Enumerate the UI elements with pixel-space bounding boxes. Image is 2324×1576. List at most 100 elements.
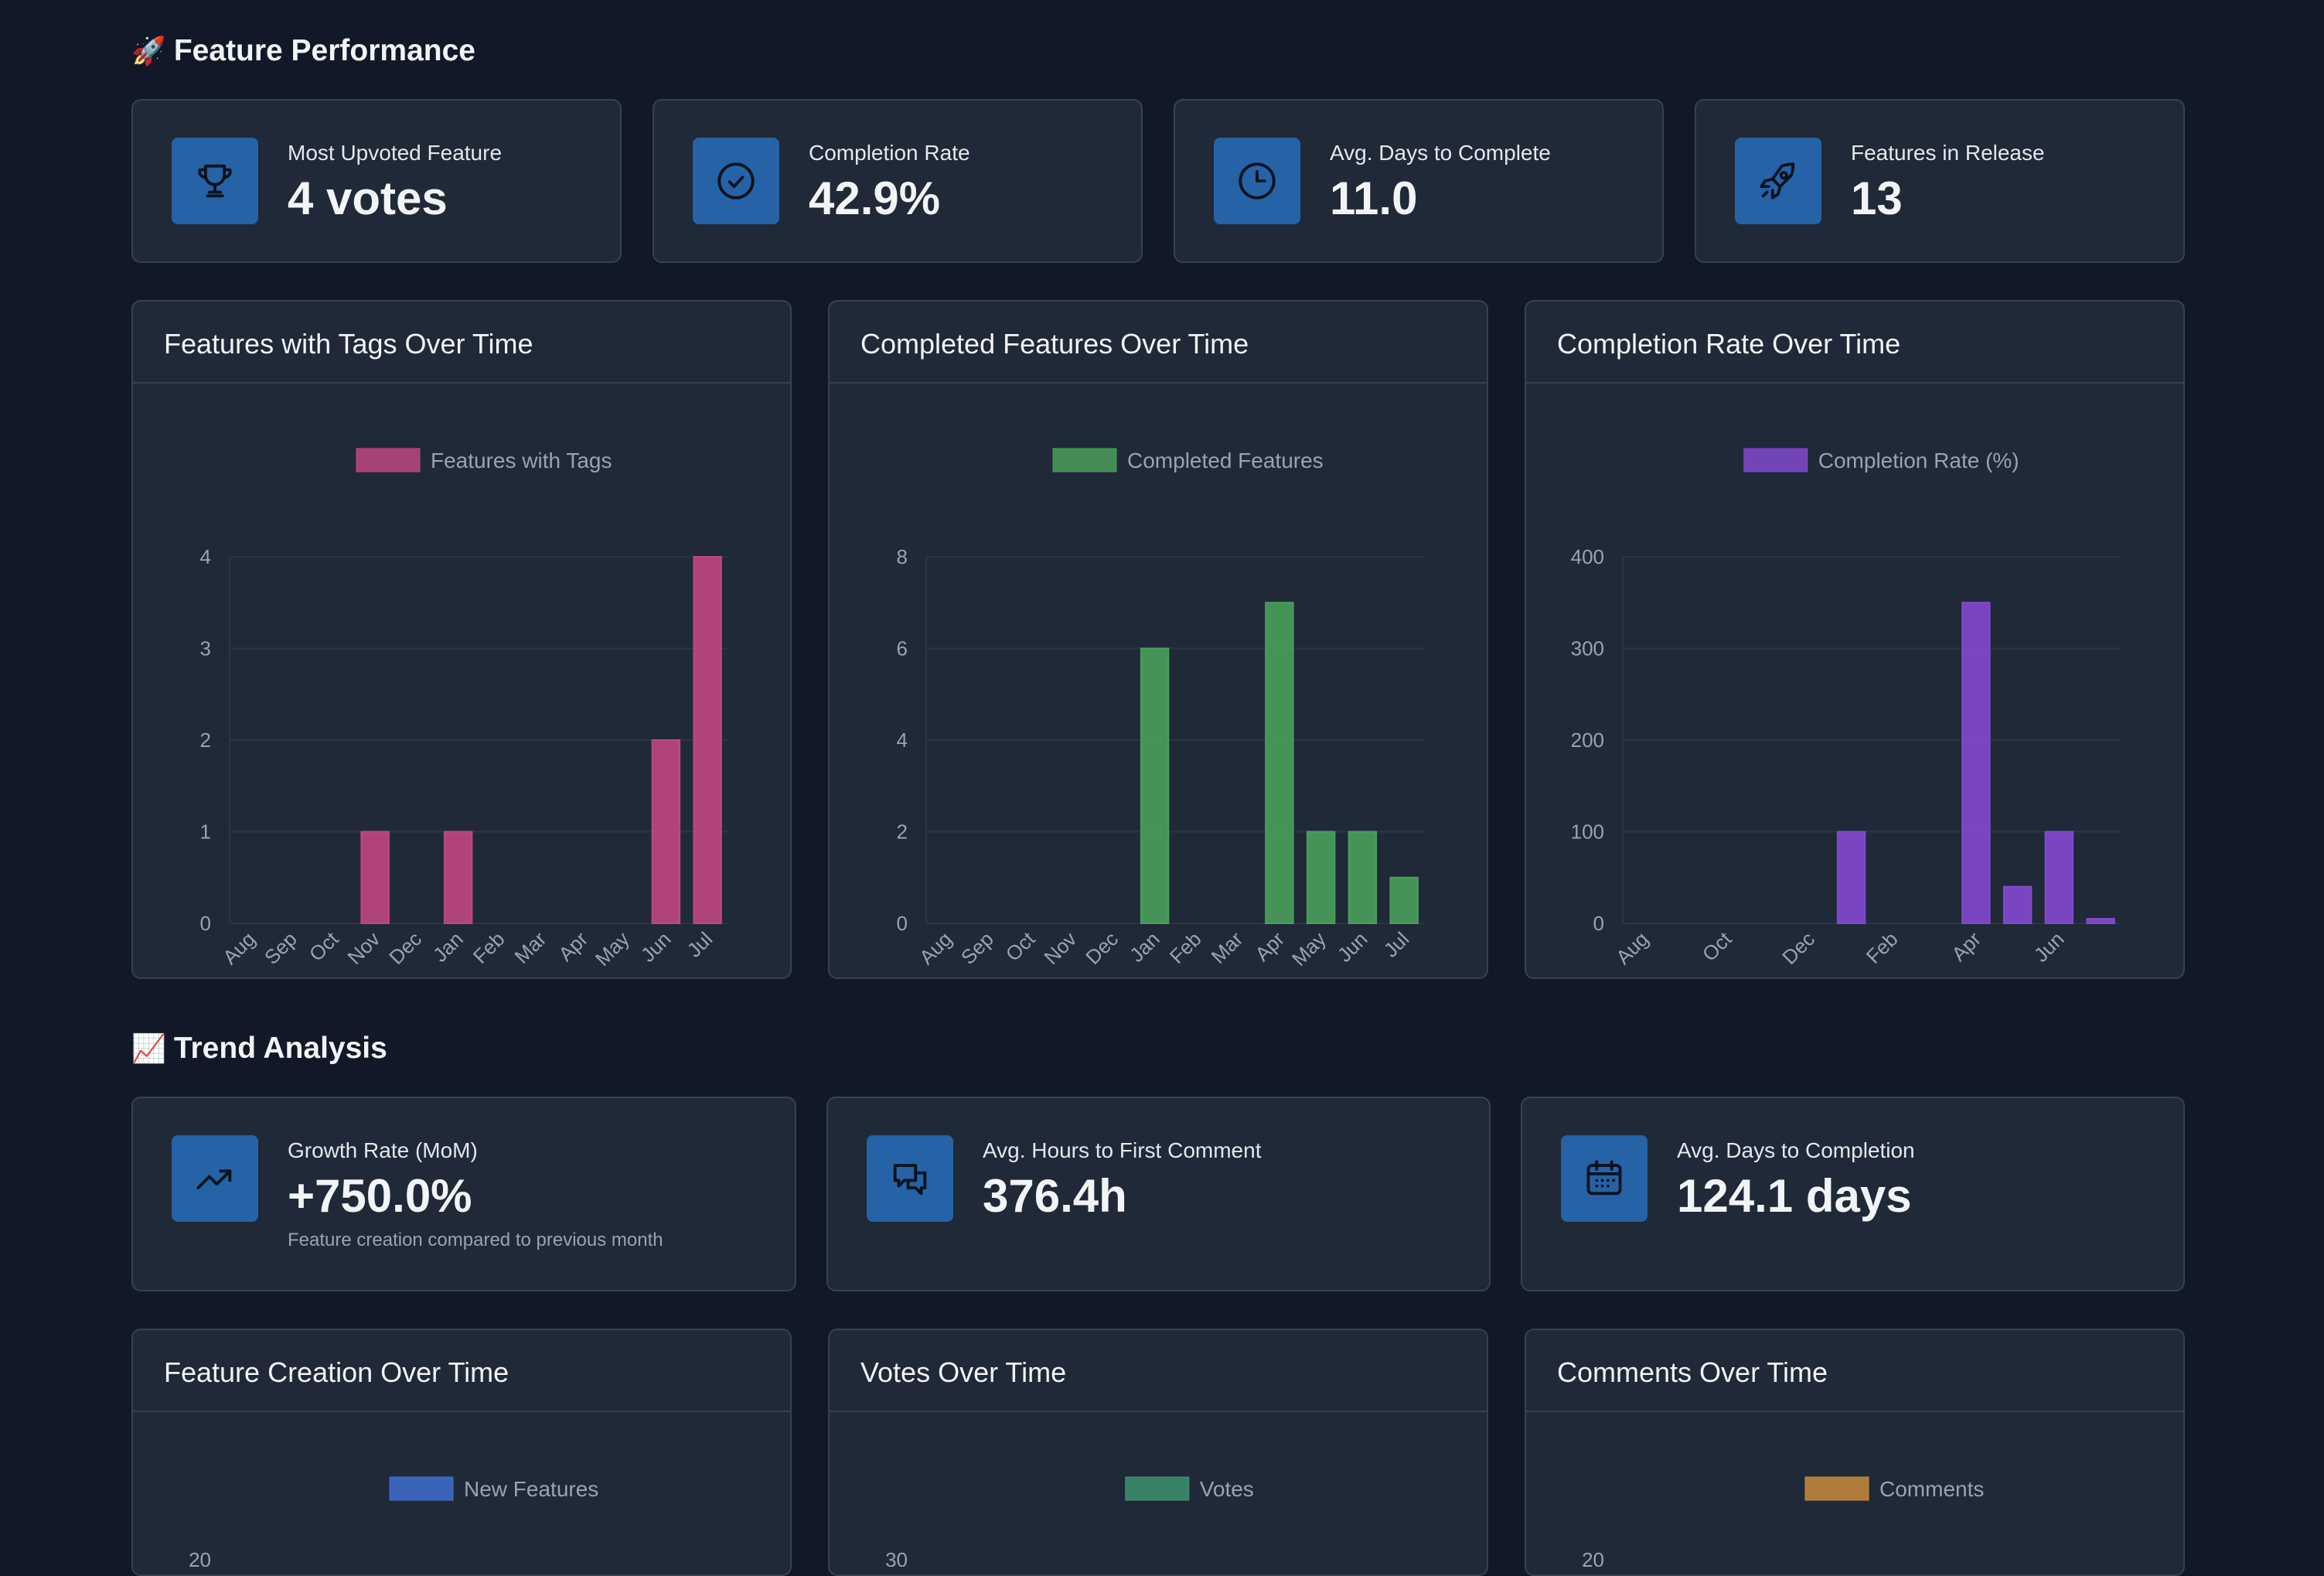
stat-card-completion-rate: Completion Rate 42.9%	[653, 99, 1143, 263]
bar-jul	[2086, 918, 2115, 925]
card-divider	[1526, 1411, 2183, 1412]
y-tick-label: 0	[1593, 912, 1604, 935]
x-tick-label: Aug	[1611, 927, 1653, 969]
x-tick-label: Aug	[218, 927, 260, 969]
y-tick-label: 3	[200, 637, 211, 660]
x-tick-label: May	[591, 927, 634, 971]
stat-label: Avg. Hours to First Comment	[983, 1138, 1262, 1162]
x-tick-label: Aug	[915, 927, 956, 969]
y-tick-label: 400	[1571, 545, 1604, 568]
stat-card-features-in-release: Features in Release 13	[1695, 99, 2185, 263]
stat-value: 11.0	[1330, 172, 1418, 224]
completed-features-chart: Completed Features 0 2 4 6 8 Aug Sep Oct Nov Dec Ja…	[897, 448, 1425, 971]
bar-jan	[1836, 831, 1866, 924]
legend-group: Features with Tags	[356, 448, 612, 472]
chart-card-comments: Comments Over Time Comments 20	[1525, 1329, 2185, 1576]
legend-swatch	[1052, 448, 1117, 472]
x-tick-label: Oct	[1698, 926, 1736, 965]
bar-apr	[1265, 602, 1294, 924]
stat-value: +750.0%	[288, 1170, 472, 1222]
legend-group: Votes	[1125, 1476, 1254, 1501]
stat-value: 376.4h	[983, 1170, 1127, 1222]
x-tick-label: Jan	[1125, 927, 1164, 967]
comments-chart: Comments 20	[1582, 1476, 1984, 1567]
x-tick-label: Jan	[428, 927, 468, 967]
stat-subtext: Feature creation compared to previous mo…	[288, 1230, 663, 1250]
x-tick-label: Feb	[1165, 927, 1206, 968]
stat-card-avg-hours-first-comment: Avg. Hours to First Comment 376.4h	[826, 1097, 1491, 1291]
y-tick-label: 4	[897, 728, 908, 752]
card-divider	[830, 382, 1487, 384]
stat-value: 4 votes	[288, 172, 448, 224]
chart-legend: Completion Rate (%)	[1743, 448, 2019, 472]
trophy-icon	[172, 138, 258, 224]
bar-may	[2002, 885, 2033, 924]
legend-swatch	[1804, 1476, 1869, 1501]
y-tick-label: 1	[200, 820, 211, 844]
calendar-icon	[1561, 1135, 1648, 1222]
stat-label: Avg. Days to Complete	[1330, 141, 1551, 165]
trend-analysis-heading: 📈 Trend Analysis	[131, 1032, 387, 1066]
legend-group: New Features	[389, 1476, 598, 1501]
chart-card-feature-creation: Feature Creation Over Time New Features 2…	[131, 1329, 792, 1576]
x-tick-label: Jun	[2029, 927, 2069, 967]
x-tick-label: Jun	[636, 927, 676, 967]
rocket-icon	[1735, 138, 1821, 224]
card-divider	[1526, 382, 2183, 384]
legend-group: Completion Rate (%)	[1743, 448, 2019, 472]
stat-card-avg-days-completion: Avg. Days to Completion 124.1 days	[1521, 1097, 2185, 1291]
feature-performance-heading: 🚀 Feature Performance	[131, 34, 475, 68]
chart-legend: Comments	[1804, 1476, 1984, 1501]
legend-swatch	[1125, 1476, 1190, 1501]
x-tick-label: Nov	[1039, 927, 1081, 969]
bar-jan	[443, 831, 473, 924]
chart-legend: Features with Tags	[356, 448, 612, 472]
chart-card-features-with-tags: Features with Tags Over Time Features wi…	[131, 300, 792, 979]
legend-swatch	[389, 1476, 454, 1501]
chart-card-completed-features: Completed Features Over Time Completed F…	[828, 300, 1488, 979]
chart-title: Feature Creation Over Time	[164, 1356, 509, 1388]
x-tick-label: Apr	[1947, 927, 1985, 966]
bar-jun	[651, 739, 681, 924]
stat-card-avg-days: Avg. Days to Complete 11.0	[1174, 99, 1664, 263]
dashboard-page: 🚀 Feature Performance Most Upvoted Featu…	[131, 34, 2185, 1576]
y-tick-label: 6	[897, 637, 908, 660]
x-tick-label: Sep	[956, 927, 998, 969]
y-tick-label: 2	[200, 728, 211, 752]
votes-chart: Votes 30	[885, 1476, 1254, 1567]
section-title-text: Trend Analysis	[173, 1032, 387, 1065]
y-tick-label: 30	[885, 1548, 908, 1567]
legend-swatch	[356, 448, 421, 472]
clock-icon	[1214, 138, 1300, 224]
x-tick-label: Jul	[683, 927, 717, 962]
stat-label: Avg. Days to Completion	[1677, 1138, 1915, 1162]
x-tick-label: Oct	[305, 926, 343, 965]
x-tick-label: Apr	[554, 927, 592, 966]
stat-label: Growth Rate (MoM)	[288, 1138, 478, 1162]
y-tick-label: 300	[1571, 637, 1604, 660]
card-divider	[830, 1411, 1487, 1412]
legend-label: Completion Rate (%)	[1818, 449, 2019, 472]
y-tick-label: 0	[200, 912, 211, 935]
rocket-emoji-icon: 🚀	[131, 35, 166, 67]
chart-title: Comments Over Time	[1557, 1356, 1828, 1388]
trending-up-icon	[172, 1135, 258, 1222]
stat-label: Features in Release	[1851, 141, 2045, 165]
completion-rate-chart: Completion Rate (%) 0 100 200 300 400 Aug Oct De…	[1571, 448, 2121, 969]
bar-jul	[693, 556, 722, 924]
legend-group: Comments	[1804, 1476, 1984, 1501]
y-tick-label: 0	[897, 912, 908, 935]
bar-nov	[360, 831, 390, 924]
chart-legend: Completed Features	[1052, 448, 1324, 472]
y-tick-label: 20	[1582, 1548, 1604, 1567]
x-tick-label: Mar	[509, 927, 550, 968]
stat-card-most-upvoted: Most Upvoted Feature 4 votes	[131, 99, 622, 263]
x-tick-label: Sep	[260, 927, 302, 969]
bar-apr	[1961, 602, 1991, 924]
stat-value: 124.1 days	[1677, 1170, 1912, 1222]
card-divider	[133, 382, 790, 384]
chart-card-completion-rate: Completion Rate Over Time Completion Rat…	[1525, 300, 2185, 979]
bar-jun	[1348, 831, 1378, 924]
legend-label: Features with Tags	[431, 449, 612, 472]
y-tick-label: 20	[189, 1548, 211, 1567]
